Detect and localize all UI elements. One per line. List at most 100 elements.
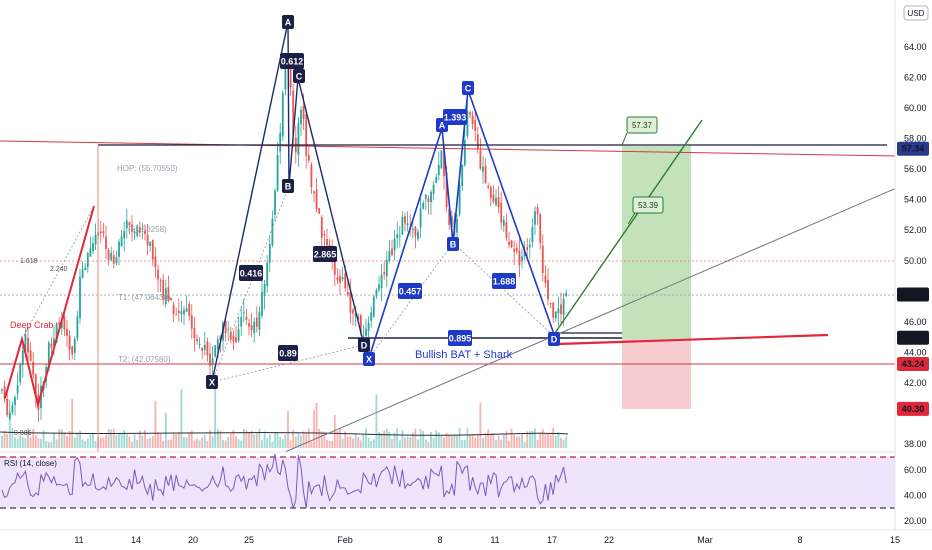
candle-body [445,172,448,208]
candle-body [118,241,120,257]
pattern-point-label: D [551,335,558,345]
volume-bar [354,433,357,448]
volume-bar [398,440,401,448]
ratio-label: 0.457 [399,287,422,297]
candle-body [229,332,232,340]
candle-body [235,337,237,342]
candle-body [255,317,258,327]
volume-bar [521,434,523,448]
volume-bar [385,429,388,448]
t2-label: T2: (42.07580) [118,355,171,364]
pattern-point-label: X [366,355,372,365]
volume-bar [547,433,549,448]
volume-bar [162,440,165,448]
price-tag [897,357,929,372]
candle-body [50,343,53,349]
candle-body [398,235,401,237]
candle-body [554,311,557,319]
volume-bar [159,433,162,448]
candle-body [476,134,479,149]
date-tick-label: 15 [890,535,900,545]
volume-bar [463,439,466,448]
pattern-point-label: C [296,72,303,82]
candle-body [495,197,497,206]
volume-bar [68,431,71,448]
volume-bar [92,433,94,448]
candle-body [58,322,61,325]
volume-bar [27,428,29,448]
volume-bar [492,433,495,448]
candle-body [375,289,378,297]
volume-bar [372,439,375,448]
target-price-label-box [626,116,658,134]
volume-bar [71,398,74,448]
pattern-point-label: C [465,84,472,94]
candle-body [396,234,399,239]
volume-bar [443,437,445,448]
candle-body [458,184,461,215]
candle-body [341,277,344,280]
candle-body [534,211,536,225]
candle-body [479,150,482,169]
volume-bar [58,429,61,448]
volume-bar [500,439,503,448]
price-axis[interactable]: 64.00 62.00 60.00 58.00 56.00 54.00 52.00 50.00… [894,0,932,530]
ratio-box [398,283,422,299]
candle-body [268,244,271,263]
candle-body [76,316,79,339]
candle-body [183,310,185,315]
deep-crab-zigzag [4,205,95,409]
pattern-labels: ACBXDACBXD0.6120.4162.8650.891.3930.4571… [10,15,664,437]
volume-bar [557,431,560,448]
candle-body [547,280,549,300]
candle-body [471,115,474,124]
volume-bar [172,433,175,448]
ratio-box [443,109,467,125]
volume-bar [242,428,245,448]
t0-label: (51.58258) [128,225,167,234]
rsi-tick-label: 60.00 [904,465,927,475]
candle-body [175,314,178,316]
volume-bar [437,432,440,448]
volume-bar [42,430,45,448]
volume-bar [224,440,227,448]
candle-body [79,276,81,319]
volume-bar [528,431,531,448]
volume-bar [84,441,87,448]
volume-bar [482,438,484,448]
volume-bar [3,431,6,448]
volume-bar [411,432,414,448]
volume-bar [73,437,76,448]
time-axis[interactable]: 11 14 20 25 Feb 8 11 17 22 Mar 8 15 [0,529,932,550]
red-ray [557,333,829,346]
volume-bar [326,439,328,448]
candle-body [66,328,68,336]
volume-bar [79,430,81,448]
rsi-pane[interactable]: RSI (14, close) [0,453,895,510]
volume-bar [154,400,157,448]
candle-body [419,208,422,228]
volume-bar [125,434,128,448]
candle-body [115,257,118,264]
candle-body [482,166,484,172]
candle-body [55,323,58,343]
currency-badge[interactable] [903,5,929,21]
pattern-point-marker [447,237,459,251]
volume-bar [313,409,315,448]
mid-price-label-box [632,196,664,214]
candle-body [123,231,126,239]
price-pane[interactable]: ACBXDACBXD0.6120.4162.8650.891.3930.4571… [0,0,902,453]
volume-bar [164,412,167,448]
candle-body [370,312,373,321]
mid-price-label: 53.39 [638,201,659,210]
volume-bar [471,434,474,448]
volume-bar [268,434,271,448]
price-tick-label: 60.00 [904,103,927,113]
volume-bar [300,435,302,448]
volume-bar [513,434,516,448]
volume-bar [11,428,14,448]
ratio-label: 1.688 [493,277,516,287]
volume-bar [227,437,230,448]
candle-body [1,389,3,391]
